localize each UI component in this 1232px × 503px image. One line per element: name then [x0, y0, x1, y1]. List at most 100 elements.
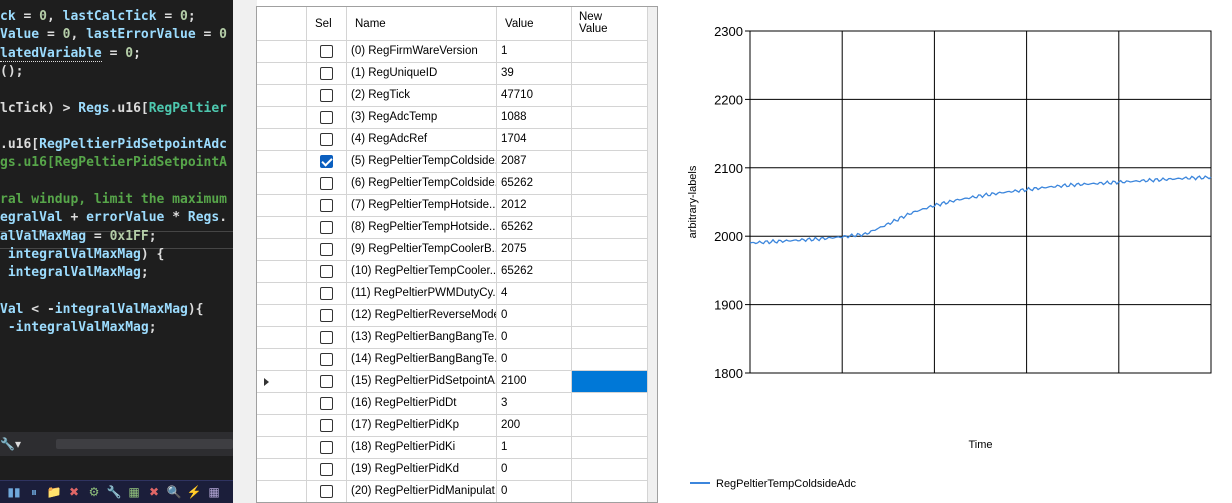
- select-checkbox[interactable]: [320, 463, 333, 476]
- select-checkbox[interactable]: [320, 353, 333, 366]
- select-checkbox[interactable]: [320, 177, 333, 190]
- column-header-sel[interactable]: Sel: [307, 7, 347, 41]
- value-cell[interactable]: 65262: [497, 217, 572, 239]
- value-cell[interactable]: 2087: [497, 151, 572, 173]
- value-cell[interactable]: 0: [497, 327, 572, 349]
- select-checkbox[interactable]: [320, 199, 333, 212]
- name-cell[interactable]: (5) RegPeltierTempColdside...: [347, 151, 497, 173]
- name-cell[interactable]: (6) RegPeltierTempColdside...: [347, 173, 497, 195]
- name-cell[interactable]: (20) RegPeltierPidManipulat...: [347, 481, 497, 502]
- row-header[interactable]: [257, 129, 307, 151]
- row-header[interactable]: [257, 437, 307, 459]
- row-header[interactable]: [257, 305, 307, 327]
- new-value-cell[interactable]: [572, 283, 648, 305]
- new-value-cell[interactable]: [572, 261, 648, 283]
- new-value-cell[interactable]: [572, 217, 648, 239]
- name-cell[interactable]: (3) RegAdcTemp: [347, 107, 497, 129]
- name-cell[interactable]: (18) RegPeltierPidKi: [347, 437, 497, 459]
- row-header[interactable]: [257, 393, 307, 415]
- new-value-cell[interactable]: [572, 41, 648, 63]
- taskbar-icon[interactable]: ▦: [208, 485, 220, 499]
- new-value-cell[interactable]: [572, 393, 648, 415]
- row-header[interactable]: [257, 173, 307, 195]
- value-cell[interactable]: 65262: [497, 173, 572, 195]
- select-checkbox[interactable]: [320, 441, 333, 454]
- name-cell[interactable]: (12) RegPeltierReverseMode: [347, 305, 497, 327]
- value-cell[interactable]: 0: [497, 305, 572, 327]
- new-value-cell[interactable]: [572, 63, 648, 85]
- new-value-cell[interactable]: [572, 173, 648, 195]
- taskbar-icon[interactable]: ⏸: [30, 485, 37, 499]
- row-header[interactable]: [257, 327, 307, 349]
- new-value-cell[interactable]: [572, 371, 648, 393]
- taskbar-icon[interactable]: ✖: [148, 485, 160, 499]
- select-checkbox[interactable]: [320, 265, 333, 278]
- taskbar-icon[interactable]: ▦: [128, 485, 140, 499]
- new-value-cell[interactable]: [572, 349, 648, 371]
- value-cell[interactable]: 47710: [497, 85, 572, 107]
- taskbar-icon[interactable]: ⚙: [88, 485, 100, 499]
- name-cell[interactable]: (10) RegPeltierTempCooler...: [347, 261, 497, 283]
- name-cell[interactable]: (13) RegPeltierBangBangTe...: [347, 327, 497, 349]
- new-value-cell[interactable]: [572, 415, 648, 437]
- register-grid[interactable]: Sel Name Value New Value (0) RegFirmWare…: [256, 6, 658, 503]
- value-cell[interactable]: 1088: [497, 107, 572, 129]
- taskbar-icon[interactable]: 🔍: [166, 485, 182, 499]
- column-header-name[interactable]: Name: [347, 7, 497, 41]
- select-checkbox[interactable]: [320, 45, 333, 58]
- value-cell[interactable]: 3: [497, 393, 572, 415]
- scrollbar-thumb[interactable]: [56, 439, 233, 449]
- select-checkbox[interactable]: [320, 111, 333, 124]
- value-cell[interactable]: 39: [497, 63, 572, 85]
- value-cell[interactable]: 0: [497, 481, 572, 502]
- row-header[interactable]: [257, 85, 307, 107]
- value-cell[interactable]: 1704: [497, 129, 572, 151]
- name-cell[interactable]: (7) RegPeltierTempHotside...: [347, 195, 497, 217]
- row-header[interactable]: [257, 195, 307, 217]
- row-header[interactable]: [257, 371, 307, 393]
- value-cell[interactable]: 2012: [497, 195, 572, 217]
- new-value-cell[interactable]: [572, 239, 648, 261]
- select-checkbox[interactable]: [320, 375, 333, 388]
- name-cell[interactable]: (2) RegTick: [347, 85, 497, 107]
- code-editor[interactable]: ck = 0, lastCalcTick = 0; Value = 0, last…: [0, 0, 233, 503]
- select-checkbox[interactable]: [320, 287, 333, 300]
- select-checkbox[interactable]: [320, 221, 333, 234]
- name-cell[interactable]: (1) RegUniqueID: [347, 63, 497, 85]
- new-value-cell[interactable]: [572, 305, 648, 327]
- row-header[interactable]: [257, 107, 307, 129]
- new-value-cell[interactable]: [572, 481, 648, 502]
- column-header-new-value[interactable]: New Value: [572, 7, 648, 41]
- row-header[interactable]: [257, 481, 307, 502]
- select-checkbox[interactable]: [320, 89, 333, 102]
- value-cell[interactable]: 2075: [497, 239, 572, 261]
- name-cell[interactable]: (8) RegPeltierTempHotside...: [347, 217, 497, 239]
- taskbar-icon[interactable]: ⚡: [186, 485, 202, 499]
- value-cell[interactable]: 200: [497, 415, 572, 437]
- value-cell[interactable]: 1: [497, 437, 572, 459]
- row-header[interactable]: [257, 459, 307, 481]
- select-checkbox[interactable]: [320, 309, 333, 322]
- name-cell[interactable]: (17) RegPeltierPidKp: [347, 415, 497, 437]
- column-header-value[interactable]: Value: [497, 7, 572, 41]
- taskbar-icon[interactable]: ▮▮: [7, 485, 21, 499]
- taskbar-icon[interactable]: 📁: [46, 485, 62, 499]
- row-header[interactable]: [257, 283, 307, 305]
- row-header[interactable]: [257, 349, 307, 371]
- name-cell[interactable]: (4) RegAdcRef: [347, 129, 497, 151]
- new-value-cell[interactable]: [572, 129, 648, 151]
- new-value-cell[interactable]: [572, 85, 648, 107]
- select-checkbox[interactable]: [320, 155, 333, 168]
- new-value-cell[interactable]: [572, 437, 648, 459]
- select-checkbox[interactable]: [320, 243, 333, 256]
- row-header[interactable]: [257, 151, 307, 173]
- name-cell[interactable]: (16) RegPeltierPidDt: [347, 393, 497, 415]
- select-checkbox[interactable]: [320, 133, 333, 146]
- value-cell[interactable]: 1: [497, 41, 572, 63]
- name-cell[interactable]: (15) RegPeltierPidSetpointA...: [347, 371, 497, 393]
- value-cell[interactable]: 0: [497, 459, 572, 481]
- value-cell[interactable]: 0: [497, 349, 572, 371]
- value-cell[interactable]: 65262: [497, 261, 572, 283]
- new-value-cell[interactable]: [572, 459, 648, 481]
- name-cell[interactable]: (0) RegFirmWareVersion: [347, 41, 497, 63]
